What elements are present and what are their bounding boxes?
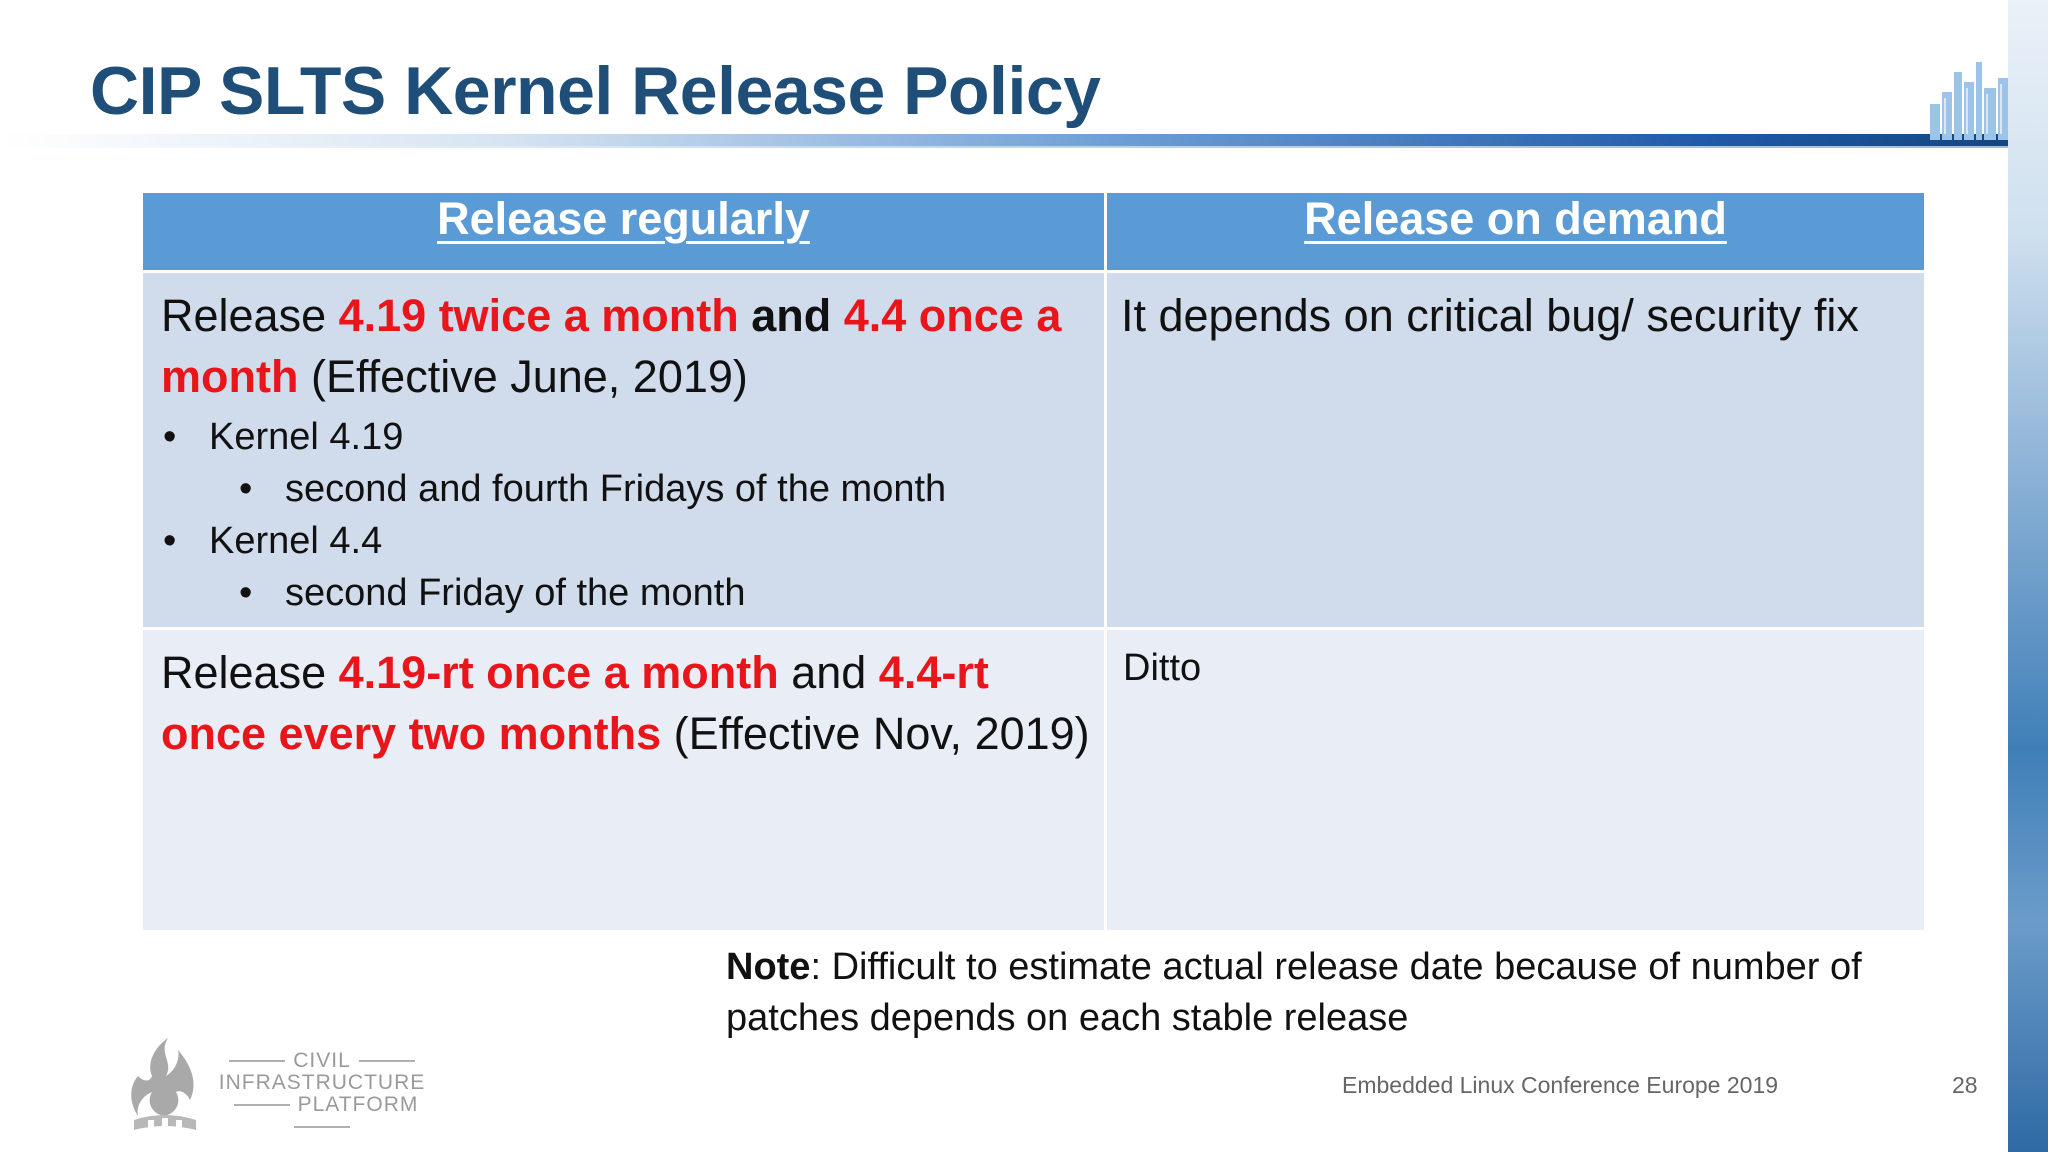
regular-release-text-2: Release 4.19-rt once a month and 4.4-rt … (161, 647, 1090, 759)
flame-logo-icon (131, 1038, 196, 1130)
logo-line-platform: PLATFORM (212, 1094, 432, 1138)
logo-line-infrastructure: INFRASTRUCTURE (218, 1071, 426, 1094)
table-row: Release 4.19-rt once a month and 4.4-rt … (140, 627, 1927, 933)
header-release-on-demand: Release on demand (1104, 190, 1927, 273)
regular-release-cell-1: Release 4.19 twice a month and 4.4 once … (140, 270, 1107, 630)
header-release-regularly: Release regularly (140, 190, 1107, 273)
cip-logo: CIVIL INFRASTRUCTURE PLATFORM (128, 1036, 428, 1136)
slide-title: CIP SLTS Kernel Release Policy (90, 53, 1101, 129)
table-row: Release 4.19 twice a month and 4.4 once … (140, 270, 1927, 630)
list-item: second Friday of the month (161, 567, 1092, 619)
decorative-side-strip (2008, 0, 2048, 1152)
page-number: 28 (1952, 1072, 1978, 1098)
on-demand-cell-2: Ditto (1104, 627, 1927, 933)
kernel-schedule-list: Kernel 4.19 second and fourth Fridays of… (161, 411, 1092, 619)
note-text: : Difficult to estimate actual release d… (726, 946, 1862, 1039)
list-item: Kernel 4.4 (161, 515, 1092, 567)
on-demand-text-2: Ditto (1123, 647, 1202, 689)
release-note: Note: Difficult to estimate actual relea… (726, 942, 1946, 1044)
regular-release-cell-2: Release 4.19-rt once a month and 4.4-rt … (140, 627, 1107, 933)
footer-conference: Embedded Linux Conference Europe 2019 (1342, 1072, 1779, 1098)
city-skyline-icon (1930, 62, 2008, 140)
list-item: second and fourth Fridays of the month (161, 463, 1092, 515)
title-rule (0, 134, 2010, 146)
title-rule-thin (0, 146, 2010, 148)
note-label: Note (726, 946, 811, 988)
on-demand-text-1: It depends on critical bug/ security fix (1121, 290, 1859, 341)
release-policy-table: Release regularly Release on demand Rele… (140, 190, 1927, 933)
logo-line-civil: CIVIL (212, 1050, 432, 1072)
regular-release-text-1: Release 4.19 twice a month and 4.4 once … (161, 290, 1062, 402)
list-item: Kernel 4.19 (161, 411, 1092, 463)
on-demand-cell-1: It depends on critical bug/ security fix (1104, 270, 1927, 630)
